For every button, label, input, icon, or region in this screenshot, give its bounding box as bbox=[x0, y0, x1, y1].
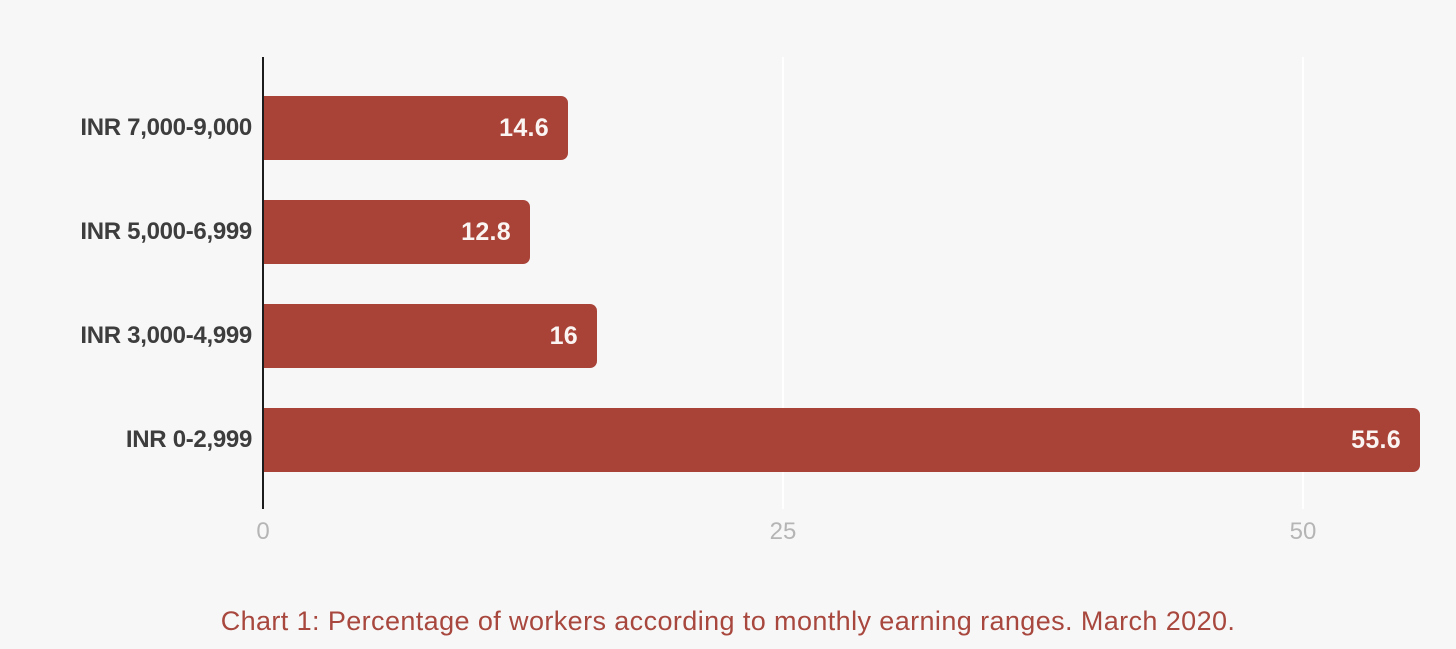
category-label: INR 0-2,999 bbox=[125, 426, 252, 453]
category-label: INR 5,000-6,999 bbox=[80, 218, 252, 245]
category-label: INR 7,000-9,000 bbox=[80, 114, 252, 141]
bar-value-label: 55.6 bbox=[1351, 425, 1401, 454]
bar-value-label: 12.8 bbox=[461, 217, 511, 246]
gridline-x-50 bbox=[1302, 57, 1304, 509]
bar-value-label: 16 bbox=[549, 321, 578, 350]
chart-caption: Chart 1: Percentage of workers according… bbox=[220, 606, 1236, 636]
gridline-x-25 bbox=[782, 57, 784, 509]
category-label: INR 3,000-4,999 bbox=[80, 322, 252, 349]
bar-1: 14.6 bbox=[264, 96, 568, 160]
bar-3: 16 bbox=[264, 304, 597, 368]
x-tick-label-0: 0 bbox=[256, 518, 270, 545]
bar-value-label: 14.6 bbox=[499, 113, 549, 142]
x-tick-label-25: 25 bbox=[769, 518, 797, 545]
y-axis-line bbox=[262, 57, 264, 509]
x-tick-label-50: 50 bbox=[1289, 518, 1317, 545]
bar-4: 55.6 bbox=[264, 408, 1420, 472]
bar-2: 12.8 bbox=[264, 200, 530, 264]
